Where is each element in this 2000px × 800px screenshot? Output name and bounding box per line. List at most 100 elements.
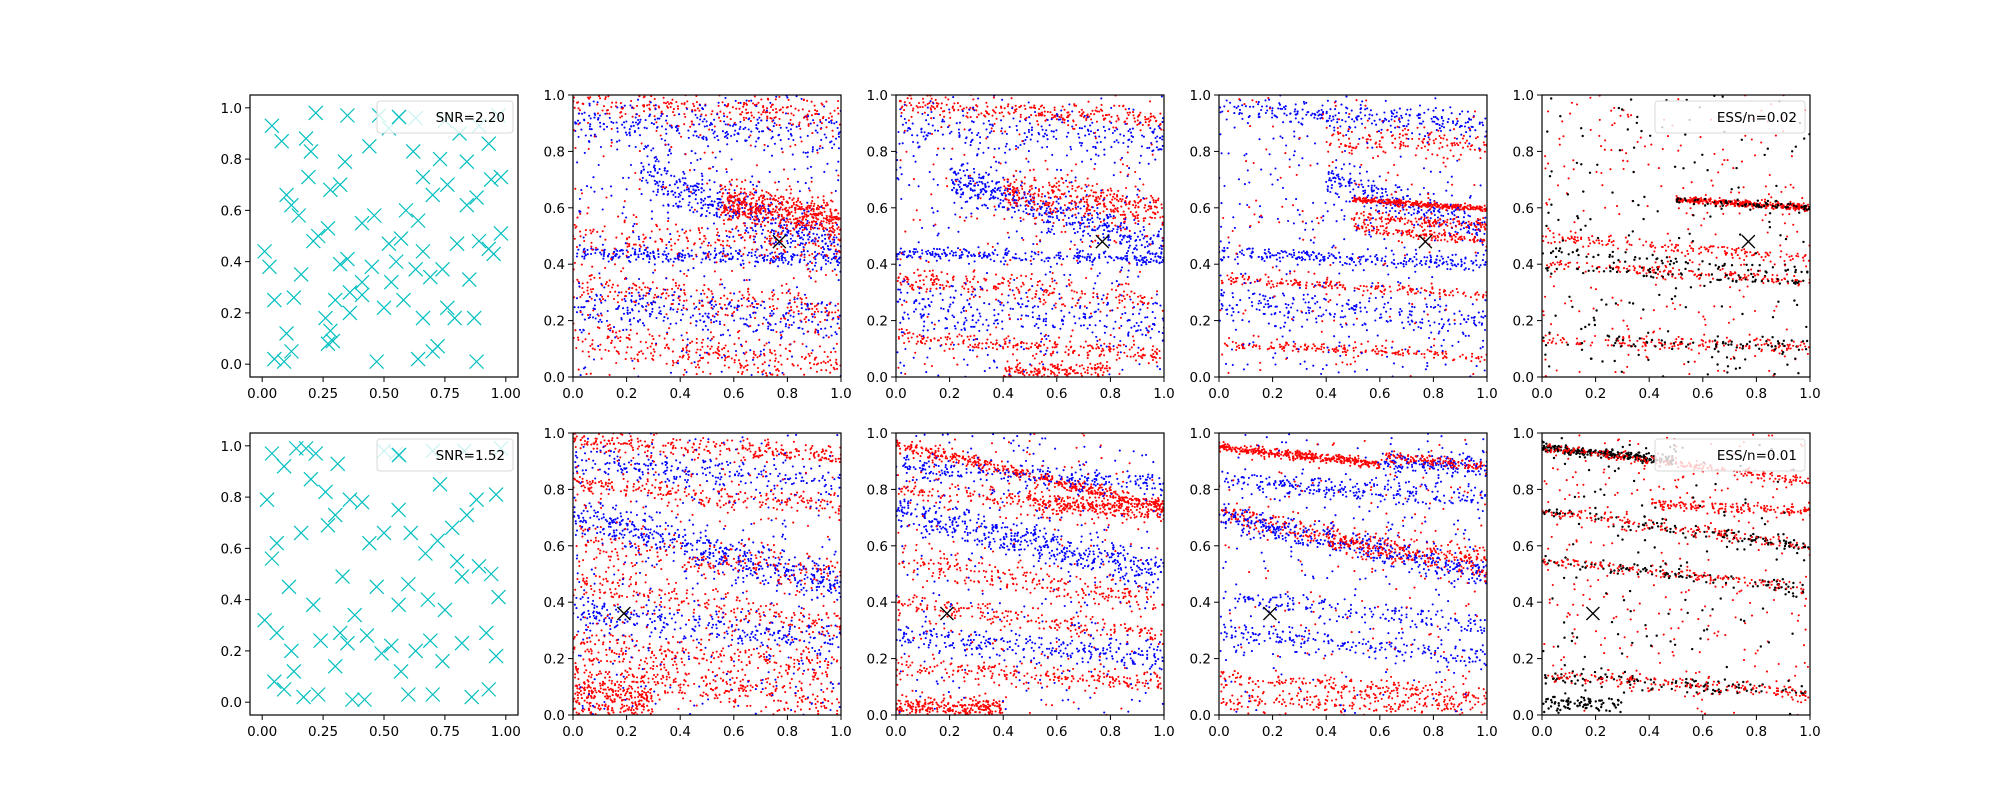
sample-point: [625, 249, 628, 252]
sample-point: [737, 229, 740, 232]
sample-point: [1122, 134, 1125, 137]
sample-point: [833, 229, 836, 232]
sample-point: [726, 252, 729, 256]
sample-point: [718, 216, 721, 219]
sample-point: [642, 96, 645, 99]
sample-point: [833, 233, 836, 237]
sample-point: [1058, 256, 1061, 259]
sample-point: [947, 98, 950, 101]
sample-point: [962, 107, 965, 110]
sample-point: [709, 188, 712, 191]
sample-point: [589, 117, 592, 120]
sample-point: [1006, 105, 1009, 108]
sample-point: [1019, 216, 1022, 219]
sample-point: [680, 259, 683, 262]
sample-point: [920, 287, 923, 290]
sample-point: [1119, 234, 1122, 238]
sample-point: [585, 373, 588, 376]
sample-point: [689, 322, 692, 325]
sample-point: [1067, 114, 1070, 117]
sample-point: [710, 337, 714, 340]
sample-point: [1013, 256, 1016, 259]
sample-point: [759, 223, 763, 226]
sample-point: [596, 112, 600, 115]
sample-point: [657, 184, 660, 187]
sample-point: [1047, 227, 1050, 230]
sample-point: [811, 315, 814, 318]
sample-point: [1121, 299, 1124, 302]
sample-point: [826, 314, 829, 317]
sample-point: [750, 251, 753, 254]
sample-point: [954, 251, 957, 254]
sample-point: [623, 277, 626, 280]
sample-point: [758, 204, 762, 207]
sample-point: [669, 308, 672, 311]
sample-point: [637, 320, 640, 323]
sample-point: [1127, 246, 1130, 249]
sample-point: [941, 110, 945, 113]
sample-point: [803, 293, 807, 296]
sample-point: [1118, 301, 1121, 304]
sample-point: [725, 307, 728, 310]
sample-point: [718, 198, 721, 201]
sample-point: [1160, 203, 1163, 206]
sample-point: [789, 133, 792, 136]
sample-point: [1009, 277, 1012, 280]
sample-point: [987, 113, 990, 116]
sample-point: [707, 353, 710, 356]
sample-point: [1098, 135, 1101, 138]
sample-point: [694, 113, 697, 116]
sample-point: [1157, 233, 1160, 236]
sample-point: [772, 208, 775, 211]
sample-point: [1132, 114, 1135, 117]
sample-point: [649, 313, 652, 316]
sample-point: [833, 241, 836, 244]
sample-point: [736, 203, 739, 206]
sample-point: [1096, 110, 1099, 113]
sample-point: [633, 129, 637, 133]
sample-point: [1012, 111, 1016, 114]
sample-point: [992, 189, 995, 192]
sample-point: [695, 255, 698, 258]
sample-point: [707, 252, 710, 255]
sample-point: [1074, 213, 1077, 216]
sample-point: [756, 118, 759, 121]
sample-point: [693, 208, 696, 211]
sample-point: [724, 188, 727, 191]
sample-point: [630, 299, 633, 302]
sample-point: [745, 112, 748, 115]
sample-point: [836, 264, 840, 267]
sample-point: [1008, 201, 1012, 204]
sample-point: [766, 115, 769, 118]
sample-point: [588, 102, 591, 105]
sample-point: [668, 148, 671, 151]
sample-point: [722, 112, 725, 115]
design-point: [354, 215, 370, 231]
sample-point: [582, 248, 585, 251]
design-point: [425, 187, 441, 203]
sample-point: [976, 105, 979, 108]
sample-point: [918, 279, 922, 282]
sample-point: [797, 312, 800, 315]
sample-point: [1050, 118, 1053, 121]
sample-point: [591, 248, 594, 251]
sample-point: [739, 233, 742, 236]
sample-point: [710, 345, 713, 348]
sample-point: [646, 171, 649, 174]
sample-point: [791, 123, 795, 126]
sample-point: [762, 109, 766, 112]
sample-point: [766, 145, 769, 148]
sample-point: [743, 279, 746, 282]
sample-point: [1050, 130, 1053, 133]
sample-point: [584, 134, 587, 137]
sample-point: [744, 204, 748, 208]
sample-point: [936, 248, 939, 251]
sample-point: [605, 109, 608, 112]
sample-point: [784, 220, 787, 223]
sample-point: [726, 133, 730, 136]
sample-point: [931, 281, 934, 284]
sample-point: [1065, 154, 1068, 157]
sample-point: [752, 356, 755, 359]
sample-point: [745, 226, 749, 230]
sample-point: [582, 236, 585, 239]
